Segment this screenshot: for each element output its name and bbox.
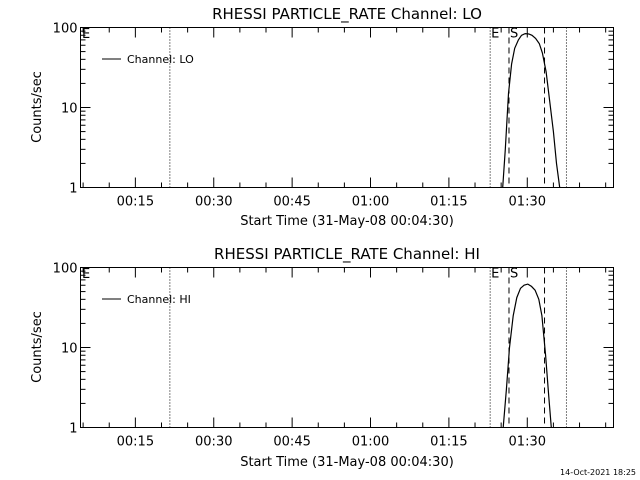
chart-title: RHESSI PARTICLE_RATE Channel: HI <box>214 245 480 264</box>
x-tick-label: 01:00 <box>352 195 389 210</box>
legend-label: Channel: HI <box>127 293 191 306</box>
x-axis-label: Start Time (31-May-08 00:04:30) <box>240 455 454 470</box>
y-tick-label: 1 <box>69 422 77 437</box>
y-axis-label: Counts/sec <box>30 311 45 383</box>
marker-e-left-label: E <box>82 267 90 282</box>
x-tick-label: 01:15 <box>430 195 467 210</box>
x-tick-label: 00:15 <box>117 195 154 210</box>
plot-frame <box>80 267 614 428</box>
x-tick-label: 01:30 <box>509 435 546 450</box>
y-tick-label: 10 <box>61 102 78 117</box>
marker-e-label: E <box>491 267 499 282</box>
chart-title: RHESSI PARTICLE_RATE Channel: LO <box>212 5 482 24</box>
marker-s-label: S <box>510 27 518 42</box>
y-tick-label: 100 <box>53 262 78 277</box>
marker-e-label: E <box>491 27 499 42</box>
x-tick-label: 01:00 <box>352 435 389 450</box>
x-tick-label: 00:45 <box>273 195 310 210</box>
x-tick-label: 00:15 <box>117 435 154 450</box>
x-tick-label: 00:30 <box>195 195 232 210</box>
y-tick-label: 10 <box>61 342 78 357</box>
chart-panel-hi: RHESSI PARTICLE_RATE Channel: HI Counts/… <box>30 245 614 470</box>
marker-e-left-label: E <box>82 27 90 42</box>
chart-panel-lo: RHESSI PARTICLE_RATE Channel: LO Counts/… <box>30 5 614 229</box>
series-line <box>502 283 552 428</box>
series-line <box>502 32 561 188</box>
x-tick-label: 01:30 <box>509 195 546 210</box>
x-tick-label: 00:45 <box>273 435 310 450</box>
marker-s-label: S <box>510 267 518 282</box>
x-tick-label: 00:30 <box>195 435 232 450</box>
y-tick-label: 1 <box>69 182 77 197</box>
y-tick-label: 100 <box>53 22 78 37</box>
plot-frame <box>80 27 614 188</box>
y-axis-label: Counts/sec <box>30 71 45 143</box>
footer-timestamp: 14-Oct-2021 18:25 <box>560 468 636 477</box>
x-axis-label: Start Time (31-May-08 00:04:30) <box>240 214 454 229</box>
legend-label: Channel: LO <box>127 53 194 66</box>
x-tick-label: 01:15 <box>430 435 467 450</box>
